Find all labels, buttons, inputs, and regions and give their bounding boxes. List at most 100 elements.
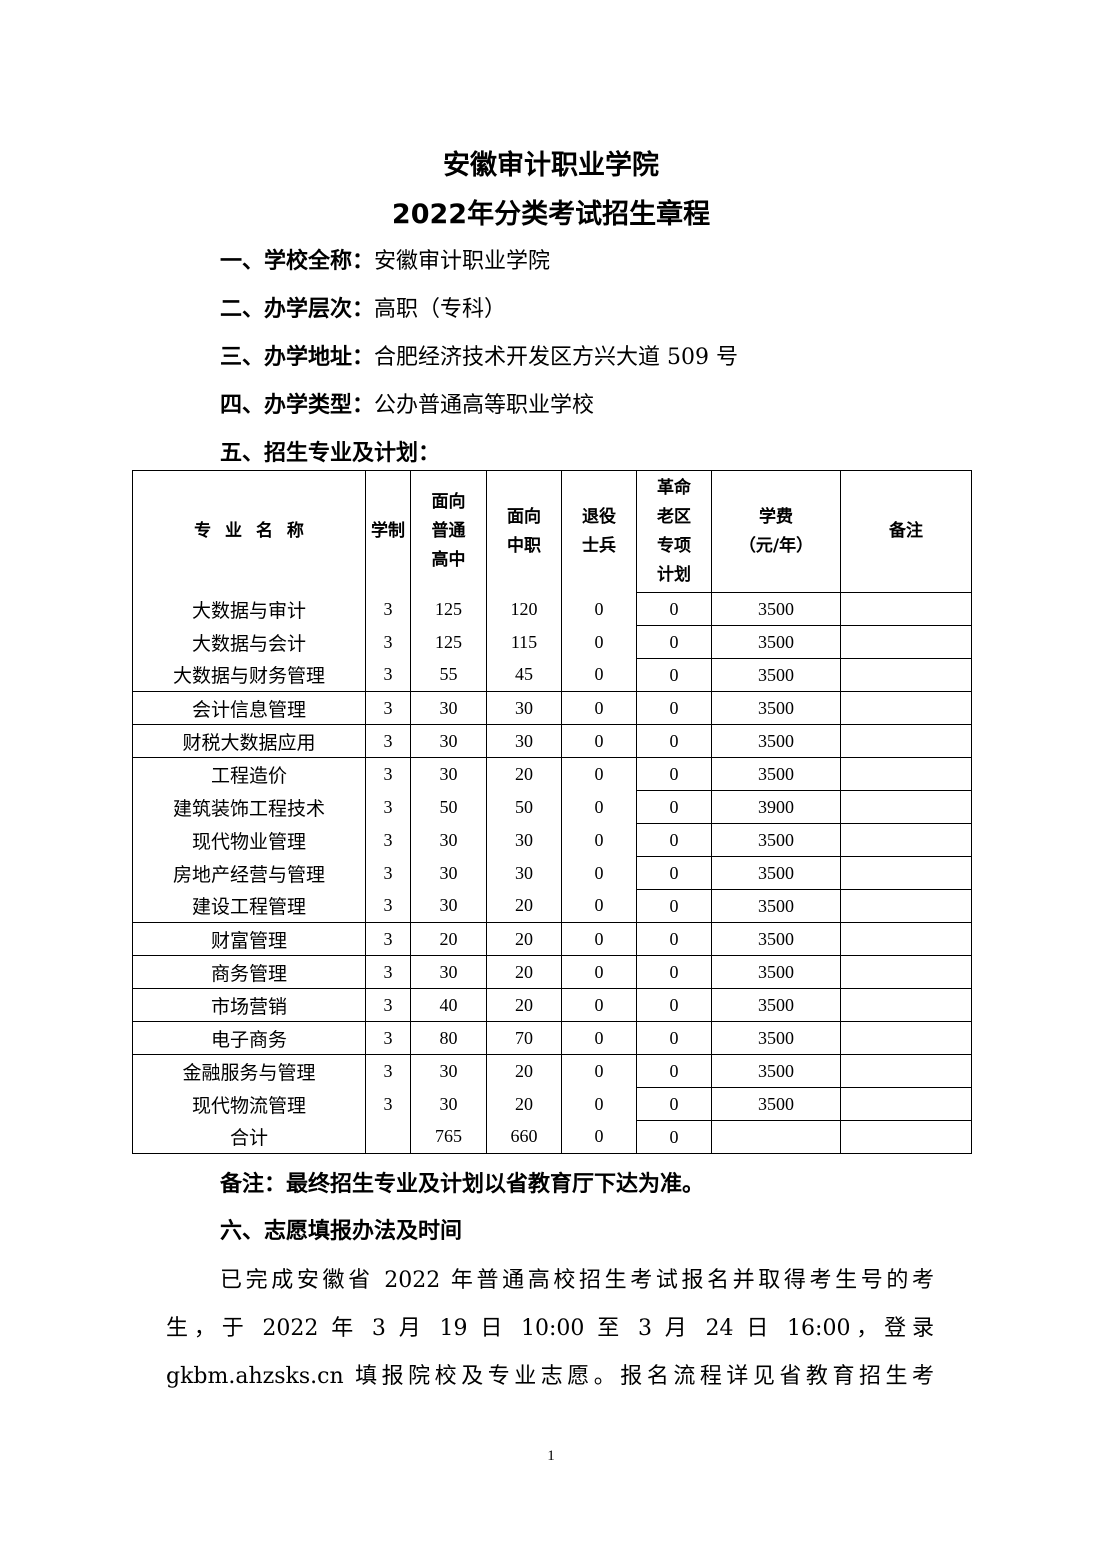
- section-label: 二、办学层次：: [220, 296, 375, 322]
- table-cell: 30: [410, 823, 487, 857]
- table-cell: 3: [365, 790, 411, 824]
- table-cell: 0: [636, 1087, 712, 1121]
- table-cell: 0: [561, 823, 637, 857]
- section-value: 高职（专科）: [374, 297, 507, 322]
- table-cell: 0: [561, 1054, 637, 1088]
- table-cell: 3500: [711, 658, 841, 692]
- table-row: 合计 765 660 0 0: [132, 1120, 972, 1154]
- table-cell: 660: [486, 1120, 562, 1154]
- section-school-name: 一、学校全称：安徽审计职业学院: [220, 243, 550, 275]
- table-row: 大数据与审计 3 125 120 0 0 3500: [132, 592, 972, 626]
- table-cell: 0: [561, 1021, 637, 1055]
- table-cell: 55: [410, 658, 487, 692]
- table-row: 商务管理 3 30 20 0 0 3500: [132, 955, 972, 989]
- table-cell: 0: [561, 592, 637, 626]
- table-cell: 3: [365, 1054, 411, 1088]
- section-label: 三、办学地址：: [220, 344, 375, 370]
- paragraph-line: 生，于 2022 年 3 月 19 日 10:00 至 3 月 24 日 16:…: [166, 1316, 934, 1341]
- paragraph-line: 已完成安徽省 2022 年普通高校招生考试报名并取得考生号的考: [220, 1268, 934, 1293]
- table-cell: 3500: [711, 856, 841, 890]
- table-cell: 70: [486, 1021, 562, 1055]
- table-cell: 30: [486, 691, 562, 725]
- table-cell: 3500: [711, 1054, 841, 1088]
- table-cell: 3: [365, 1087, 411, 1121]
- table-cell: 3500: [711, 691, 841, 725]
- major-name-cell: 财税大数据应用: [132, 724, 366, 758]
- table-cell: 0: [636, 757, 712, 791]
- table-cell: 3: [365, 757, 411, 791]
- table-cell: 30: [410, 757, 487, 791]
- table-row: 大数据与会计 3 125 115 0 0 3500: [132, 625, 972, 659]
- table-cell: [840, 757, 972, 791]
- table-cell: 0: [561, 988, 637, 1022]
- table-cell: 0: [561, 658, 637, 692]
- table-cell: [840, 724, 972, 758]
- table-row: 建筑装饰工程技术 3 50 50 0 0 3900: [132, 790, 972, 824]
- table-cell: 20: [486, 955, 562, 989]
- table-cell: 20: [486, 988, 562, 1022]
- column-header: 备注: [840, 470, 972, 593]
- table-cell: 50: [486, 790, 562, 824]
- table-cell: 0: [636, 988, 712, 1022]
- major-name-cell: 建设工程管理: [132, 889, 366, 923]
- table-cell: 3500: [711, 757, 841, 791]
- table-cell: [840, 889, 972, 923]
- table-cell: 30: [410, 1054, 487, 1088]
- table-cell: 0: [636, 1054, 712, 1088]
- table-cell: 0: [636, 922, 712, 956]
- table-cell: [840, 691, 972, 725]
- table-cell: 3500: [711, 625, 841, 659]
- table-row: 现代物流管理 3 30 20 0 0 3500: [132, 1087, 972, 1121]
- document-title: 安徽审计职业学院: [443, 150, 659, 181]
- major-name-cell: 电子商务: [132, 1021, 366, 1055]
- table-cell: 20: [486, 757, 562, 791]
- table-cell: 30: [486, 823, 562, 857]
- table-cell: 3: [365, 988, 411, 1022]
- table-row: 工程造价 3 30 20 0 0 3500: [132, 757, 972, 791]
- major-name-cell: 金融服务与管理: [132, 1054, 366, 1088]
- table-cell: [840, 955, 972, 989]
- table-cell: 3: [365, 955, 411, 989]
- table-cell: 0: [561, 625, 637, 659]
- table-row: 市场营销 3 40 20 0 0 3500: [132, 988, 972, 1022]
- major-name-cell: 财富管理: [132, 922, 366, 956]
- major-name-cell: 大数据与会计: [132, 625, 366, 659]
- table-cell: 30: [486, 724, 562, 758]
- major-name-cell: 现代物流管理: [132, 1087, 366, 1121]
- table-cell: 45: [486, 658, 562, 692]
- table-cell: 20: [486, 1054, 562, 1088]
- table-cell: 3: [365, 625, 411, 659]
- table-row: 大数据与财务管理 3 55 45 0 0 3500: [132, 658, 972, 692]
- table-cell: 3500: [711, 724, 841, 758]
- column-header: 学费 （元/年）: [711, 470, 841, 593]
- table-header-row: 专 业 名 称学制 面向 普通 高中 面向 中职 退役 士兵 革命 老区 专项 计划 学费…: [132, 470, 972, 593]
- table-cell: 0: [561, 922, 637, 956]
- table-cell: 20: [486, 1087, 562, 1121]
- section-plan: 五、招生专业及计划：: [220, 435, 440, 467]
- paragraph-line: gkbm.ahzsks.cn 填报院校及专业志愿。报名流程详见省教育招生考: [166, 1364, 934, 1389]
- table-cell: 0: [561, 691, 637, 725]
- table-cell: 3900: [711, 790, 841, 824]
- table-cell: [840, 922, 972, 956]
- table-cell: 30: [410, 1087, 487, 1121]
- table-cell: 0: [636, 823, 712, 857]
- table-cell: 3500: [711, 1087, 841, 1121]
- table-cell: 0: [636, 691, 712, 725]
- document-subtitle: 2022年分类考试招生章程: [391, 199, 711, 230]
- section-value: 安徽审计职业学院: [374, 249, 551, 274]
- table-cell: 20: [486, 922, 562, 956]
- table-cell: 765: [410, 1120, 487, 1154]
- column-header: 面向 普通 高中: [410, 470, 487, 593]
- table-cell: 3500: [711, 592, 841, 626]
- table-row: 金融服务与管理 3 30 20 0 0 3500: [132, 1054, 972, 1088]
- table-cell: 0: [636, 955, 712, 989]
- table-cell: [711, 1120, 841, 1154]
- table-cell: 0: [636, 1120, 712, 1154]
- table-cell: [840, 592, 972, 626]
- table-cell: 3500: [711, 1021, 841, 1055]
- column-header: 专 业 名 称: [132, 470, 366, 593]
- table-row: 现代物业管理 3 30 30 0 0 3500: [132, 823, 972, 857]
- table-cell: 3: [365, 1021, 411, 1055]
- table-cell: [840, 856, 972, 890]
- table-cell: [840, 1087, 972, 1121]
